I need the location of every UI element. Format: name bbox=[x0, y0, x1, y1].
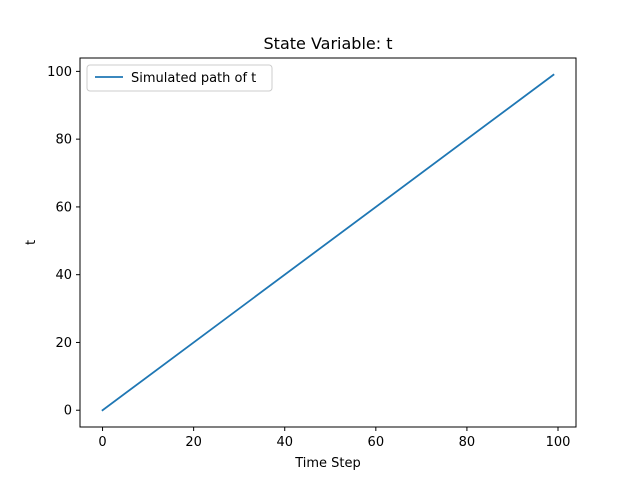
y-axis-ticks: 0 20 40 60 80 100 bbox=[47, 65, 80, 419]
y-tick-label: 40 bbox=[55, 268, 72, 283]
plot-frame bbox=[79, 57, 577, 428]
x-tick-label: 60 bbox=[368, 435, 385, 450]
x-axis-label: Time Step bbox=[294, 456, 361, 471]
y-tick-label: 100 bbox=[47, 65, 72, 80]
x-tick-label: 20 bbox=[185, 435, 202, 450]
x-axis-ticks: 0 20 40 60 80 100 bbox=[98, 427, 570, 450]
y-tick-label: 80 bbox=[55, 133, 72, 148]
chart-title: State Variable: t bbox=[264, 34, 393, 53]
series-layer bbox=[101, 73, 555, 412]
x-tick-label: 80 bbox=[459, 435, 476, 450]
y-axis-label: t bbox=[24, 240, 39, 245]
legend-entry-label: Simulated path of t bbox=[131, 71, 256, 86]
x-tick-label: 40 bbox=[276, 435, 293, 450]
y-tick-label: 60 bbox=[55, 200, 72, 215]
y-tick-label: 20 bbox=[55, 336, 72, 351]
legend: Simulated path of t bbox=[86, 64, 273, 92]
series-line-0 bbox=[101, 73, 555, 412]
y-tick-label: 0 bbox=[64, 404, 72, 419]
x-tick-label: 100 bbox=[546, 435, 571, 450]
legend-box bbox=[86, 64, 273, 92]
x-tick-label: 0 bbox=[98, 435, 106, 450]
